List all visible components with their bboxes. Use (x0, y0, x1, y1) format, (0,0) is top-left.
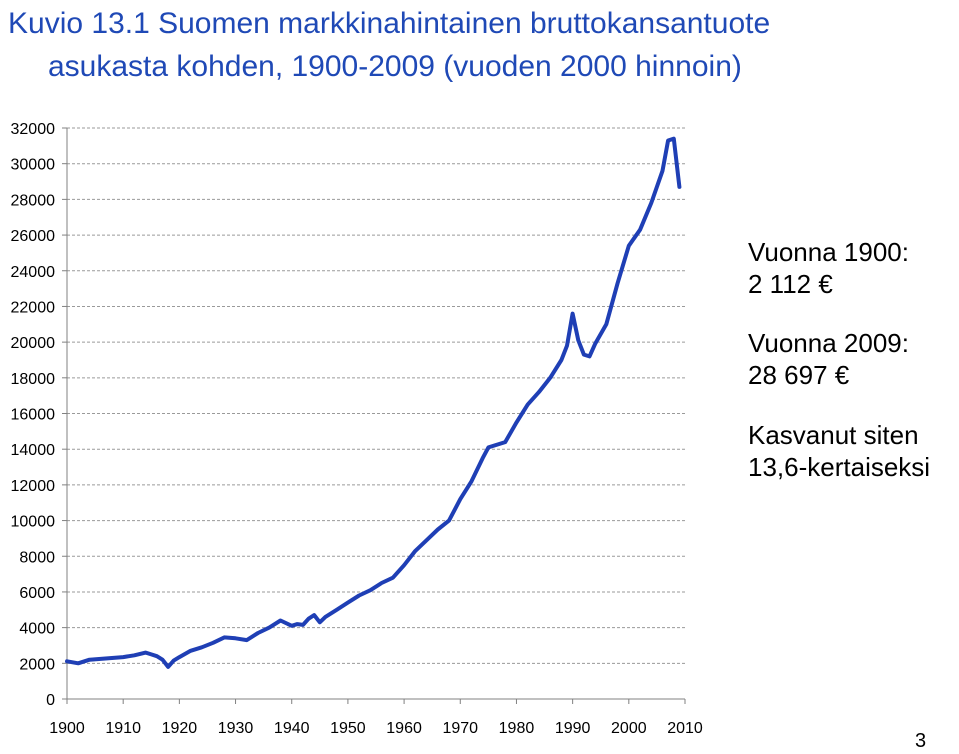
x-tick-label-1990: 1990 (555, 720, 591, 737)
annotation-growth-value: 13,6-kertaiseksi (748, 452, 931, 482)
x-tick-label-1910: 1910 (105, 720, 141, 737)
y-tick-label-2000: 2000 (19, 656, 55, 673)
annotation-2009: Vuonna 2009: 28 697 € (748, 327, 909, 391)
chart-title: Kuvio 13.1 Suomen markkinahintainen brut… (8, 2, 953, 88)
y-tick-label-12000: 12000 (11, 478, 56, 495)
annotation-2009-label: Vuonna 2009: (748, 328, 909, 358)
y-tick-label-22000: 22000 (11, 299, 56, 316)
series-line-0 (65, 136, 682, 669)
y-tick-label-20000: 20000 (11, 335, 56, 352)
y-tick-label-26000: 26000 (11, 228, 56, 245)
annotation-1900: Vuonna 1900: 2 112 € (748, 236, 909, 300)
x-tick-label-1900: 1900 (49, 720, 85, 737)
chart-title-line2: asukasta kohden, 1900-2009 (vuoden 2000 … (48, 50, 742, 83)
x-tick-label-1970: 1970 (442, 720, 478, 737)
y-tick-label-10000: 10000 (11, 514, 56, 531)
annotation-2009-value: 28 697 € (748, 360, 850, 390)
y-tick-label-28000: 28000 (11, 192, 56, 209)
y-tick-label-6000: 6000 (19, 585, 55, 602)
x-tick-label-1980: 1980 (499, 720, 535, 737)
y-tick-label-24000: 24000 (11, 264, 56, 281)
x-tick-label-1950: 1950 (330, 720, 366, 737)
x-tick-label-2010: 2010 (667, 720, 703, 737)
y-tick-label-0: 0 (46, 692, 55, 709)
y-tick-label-32000: 32000 (11, 121, 56, 138)
x-tick-label-1920: 1920 (162, 720, 198, 737)
x-tick-label-1960: 1960 (386, 720, 422, 737)
page-number: 3 (915, 730, 927, 752)
y-tick-label-4000: 4000 (19, 621, 55, 638)
y-tick-label-30000: 30000 (11, 157, 56, 174)
y-tick-label-18000: 18000 (11, 371, 56, 388)
x-tick-label-2000: 2000 (611, 720, 647, 737)
y-tick-label-8000: 8000 (19, 549, 55, 566)
chart-title-line1: Kuvio 13.1 Suomen markkinahintainen brut… (8, 7, 771, 40)
x-tick-label-1940: 1940 (274, 720, 310, 737)
annotation-growth-label: Kasvanut siten (748, 420, 919, 450)
x-tick-label-1930: 1930 (218, 720, 254, 737)
y-tick-label-16000: 16000 (11, 407, 56, 424)
annotation-growth: Kasvanut siten 13,6-kertaiseksi (748, 419, 930, 483)
annotation-1900-value: 2 112 € (748, 269, 833, 299)
y-tick-label-14000: 14000 (11, 442, 56, 459)
annotation-1900-label: Vuonna 1900: (748, 237, 909, 267)
